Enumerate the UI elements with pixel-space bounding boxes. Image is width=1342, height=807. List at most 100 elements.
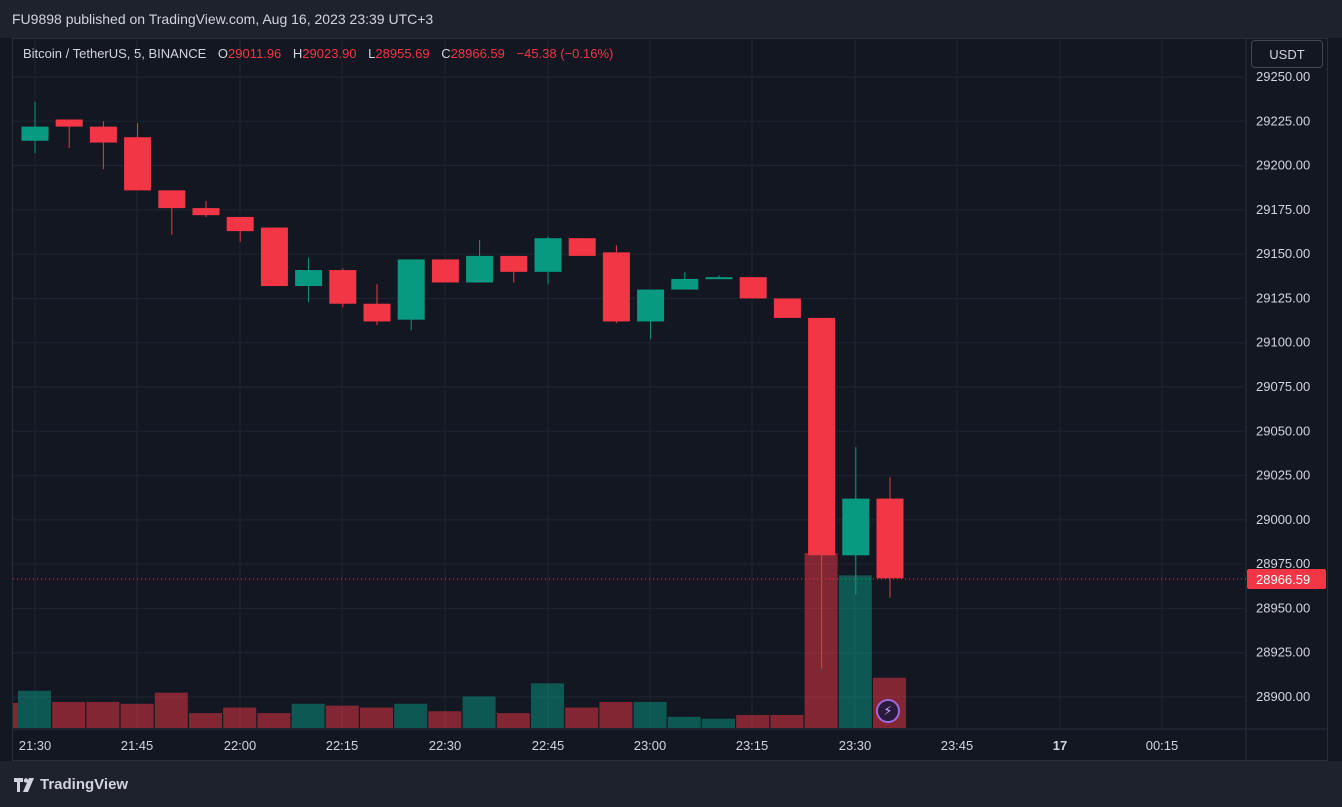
volume-bar (531, 683, 564, 728)
candle-body[interactable] (295, 270, 323, 287)
volume-bar (394, 703, 428, 728)
y-axis-tick-label: 29000.00 (1256, 512, 1310, 527)
y-axis-tick-label: 29225.00 (1256, 113, 1310, 128)
candle-body[interactable] (55, 119, 83, 127)
volume-bar (189, 713, 222, 728)
volume-bar (633, 701, 667, 728)
brand-label: TradingView (40, 776, 129, 793)
candle-body[interactable] (158, 190, 186, 209)
volume-bar (257, 713, 291, 728)
candle-body[interactable] (808, 317, 836, 556)
y-axis-tick-label: 29050.00 (1256, 423, 1310, 438)
volume-bar (736, 714, 770, 728)
high-label: H (292, 46, 303, 61)
candle-body[interactable] (431, 259, 459, 283)
low-label: L (368, 46, 376, 61)
candle-body[interactable] (671, 278, 699, 290)
candle-body[interactable] (124, 137, 152, 191)
volume-bar (770, 714, 804, 728)
volume-bar (18, 690, 51, 728)
y-axis-tick-label: 29175.00 (1256, 202, 1310, 217)
low-value: 28955.69 (375, 46, 430, 61)
candle-body[interactable] (260, 227, 288, 287)
x-axis-tick-label: 23:15 (736, 738, 769, 753)
volume-bar (86, 701, 120, 728)
lightning-icon[interactable]: ⚡ (876, 699, 900, 723)
publish-bar (0, 0, 1342, 38)
tradingview-logo-icon (14, 777, 34, 792)
candle-body[interactable] (739, 277, 767, 299)
candle-body[interactable] (602, 252, 630, 322)
x-axis-tick-label: 22:45 (532, 738, 565, 753)
x-axis-tick-label: 22:00 (224, 738, 257, 753)
x-axis-tick-label: 23:00 (634, 738, 667, 753)
candle-body[interactable] (89, 126, 117, 143)
high-value: 29023.90 (302, 46, 357, 61)
volume-bar (599, 701, 633, 728)
x-axis-tick-label: 23:30 (839, 738, 872, 753)
y-axis-tick-label: 29125.00 (1256, 290, 1310, 305)
y-axis-tick-label: 28925.00 (1256, 645, 1310, 660)
y-axis-tick-label: 29025.00 (1256, 468, 1310, 483)
x-axis-tick-label: 22:15 (326, 738, 359, 753)
x-axis-tick-label: 21:30 (19, 738, 52, 753)
volume-bar (52, 701, 86, 728)
candle-body[interactable] (534, 238, 562, 272)
open-value: 29011.96 (228, 46, 282, 61)
candle-body[interactable] (842, 498, 870, 556)
published-info: FU9898 published on TradingView.com, Aug… (12, 11, 434, 27)
candle-body[interactable] (21, 126, 49, 141)
ohlc-legend: Bitcoin / TetherUS, 5, BINANCE O29011.96… (23, 46, 613, 61)
y-axis-tick-label: 29250.00 (1256, 69, 1310, 84)
candle-body[interactable] (500, 255, 528, 272)
y-axis-tick-label: 29100.00 (1256, 335, 1310, 350)
volume-bar (565, 707, 599, 728)
volume-bar (496, 713, 530, 728)
tradingview-logo[interactable]: TradingView (14, 776, 128, 793)
volume-bar (325, 705, 359, 728)
candle-body[interactable] (329, 270, 357, 304)
candle-body[interactable] (363, 303, 391, 322)
last-price-label: 28966.59 (1256, 572, 1310, 587)
symbol-label[interactable]: Bitcoin / TetherUS, 5, BINANCE (23, 46, 207, 61)
candle-body[interactable] (637, 289, 665, 322)
candle-body[interactable] (876, 498, 904, 579)
volume-bar (702, 718, 735, 728)
y-axis-tick-label: 28950.00 (1256, 600, 1310, 615)
candle-body[interactable] (568, 238, 596, 256)
change-value: −45.38 (−0.16%) (516, 46, 614, 61)
y-axis-tick-label: 28900.00 (1256, 689, 1310, 704)
footer-bar (0, 761, 1342, 807)
close-value: 28966.59 (450, 46, 505, 61)
y-axis-tick-label: 29150.00 (1256, 246, 1310, 261)
x-axis-tick-label: 00:15 (1146, 738, 1179, 753)
candle-body[interactable] (466, 255, 494, 283)
candle-body[interactable] (705, 277, 733, 280)
chart-frame[interactable] (12, 38, 1328, 761)
volume-bar (360, 707, 393, 728)
currency-button[interactable]: USDT (1251, 40, 1323, 68)
volume-bar (291, 703, 325, 728)
x-axis-tick-label: 23:45 (941, 738, 974, 753)
volume-bar (462, 696, 496, 728)
x-axis-tick-label: 22:30 (429, 738, 462, 753)
y-axis-tick-label: 29075.00 (1256, 379, 1310, 394)
volume-bar (428, 711, 462, 728)
volume-bar (154, 692, 188, 728)
volume-bar (120, 703, 154, 728)
y-axis-tick-label: 29200.00 (1256, 158, 1310, 173)
candle-body[interactable] (397, 259, 425, 320)
y-axis-tick-label: 28975.00 (1256, 556, 1310, 571)
candle-body[interactable] (773, 298, 801, 318)
volume-bar (223, 707, 257, 728)
candle-body[interactable] (192, 208, 220, 216)
volume-bar (13, 703, 18, 728)
x-axis-tick-label: 17 (1053, 738, 1067, 753)
x-axis-tick-label: 21:45 (121, 738, 154, 753)
volume-bar (667, 716, 701, 728)
close-label: C (441, 46, 451, 61)
volume-bar (838, 575, 872, 728)
candle-body[interactable] (226, 216, 254, 232)
last-price-badge (1247, 569, 1326, 590)
